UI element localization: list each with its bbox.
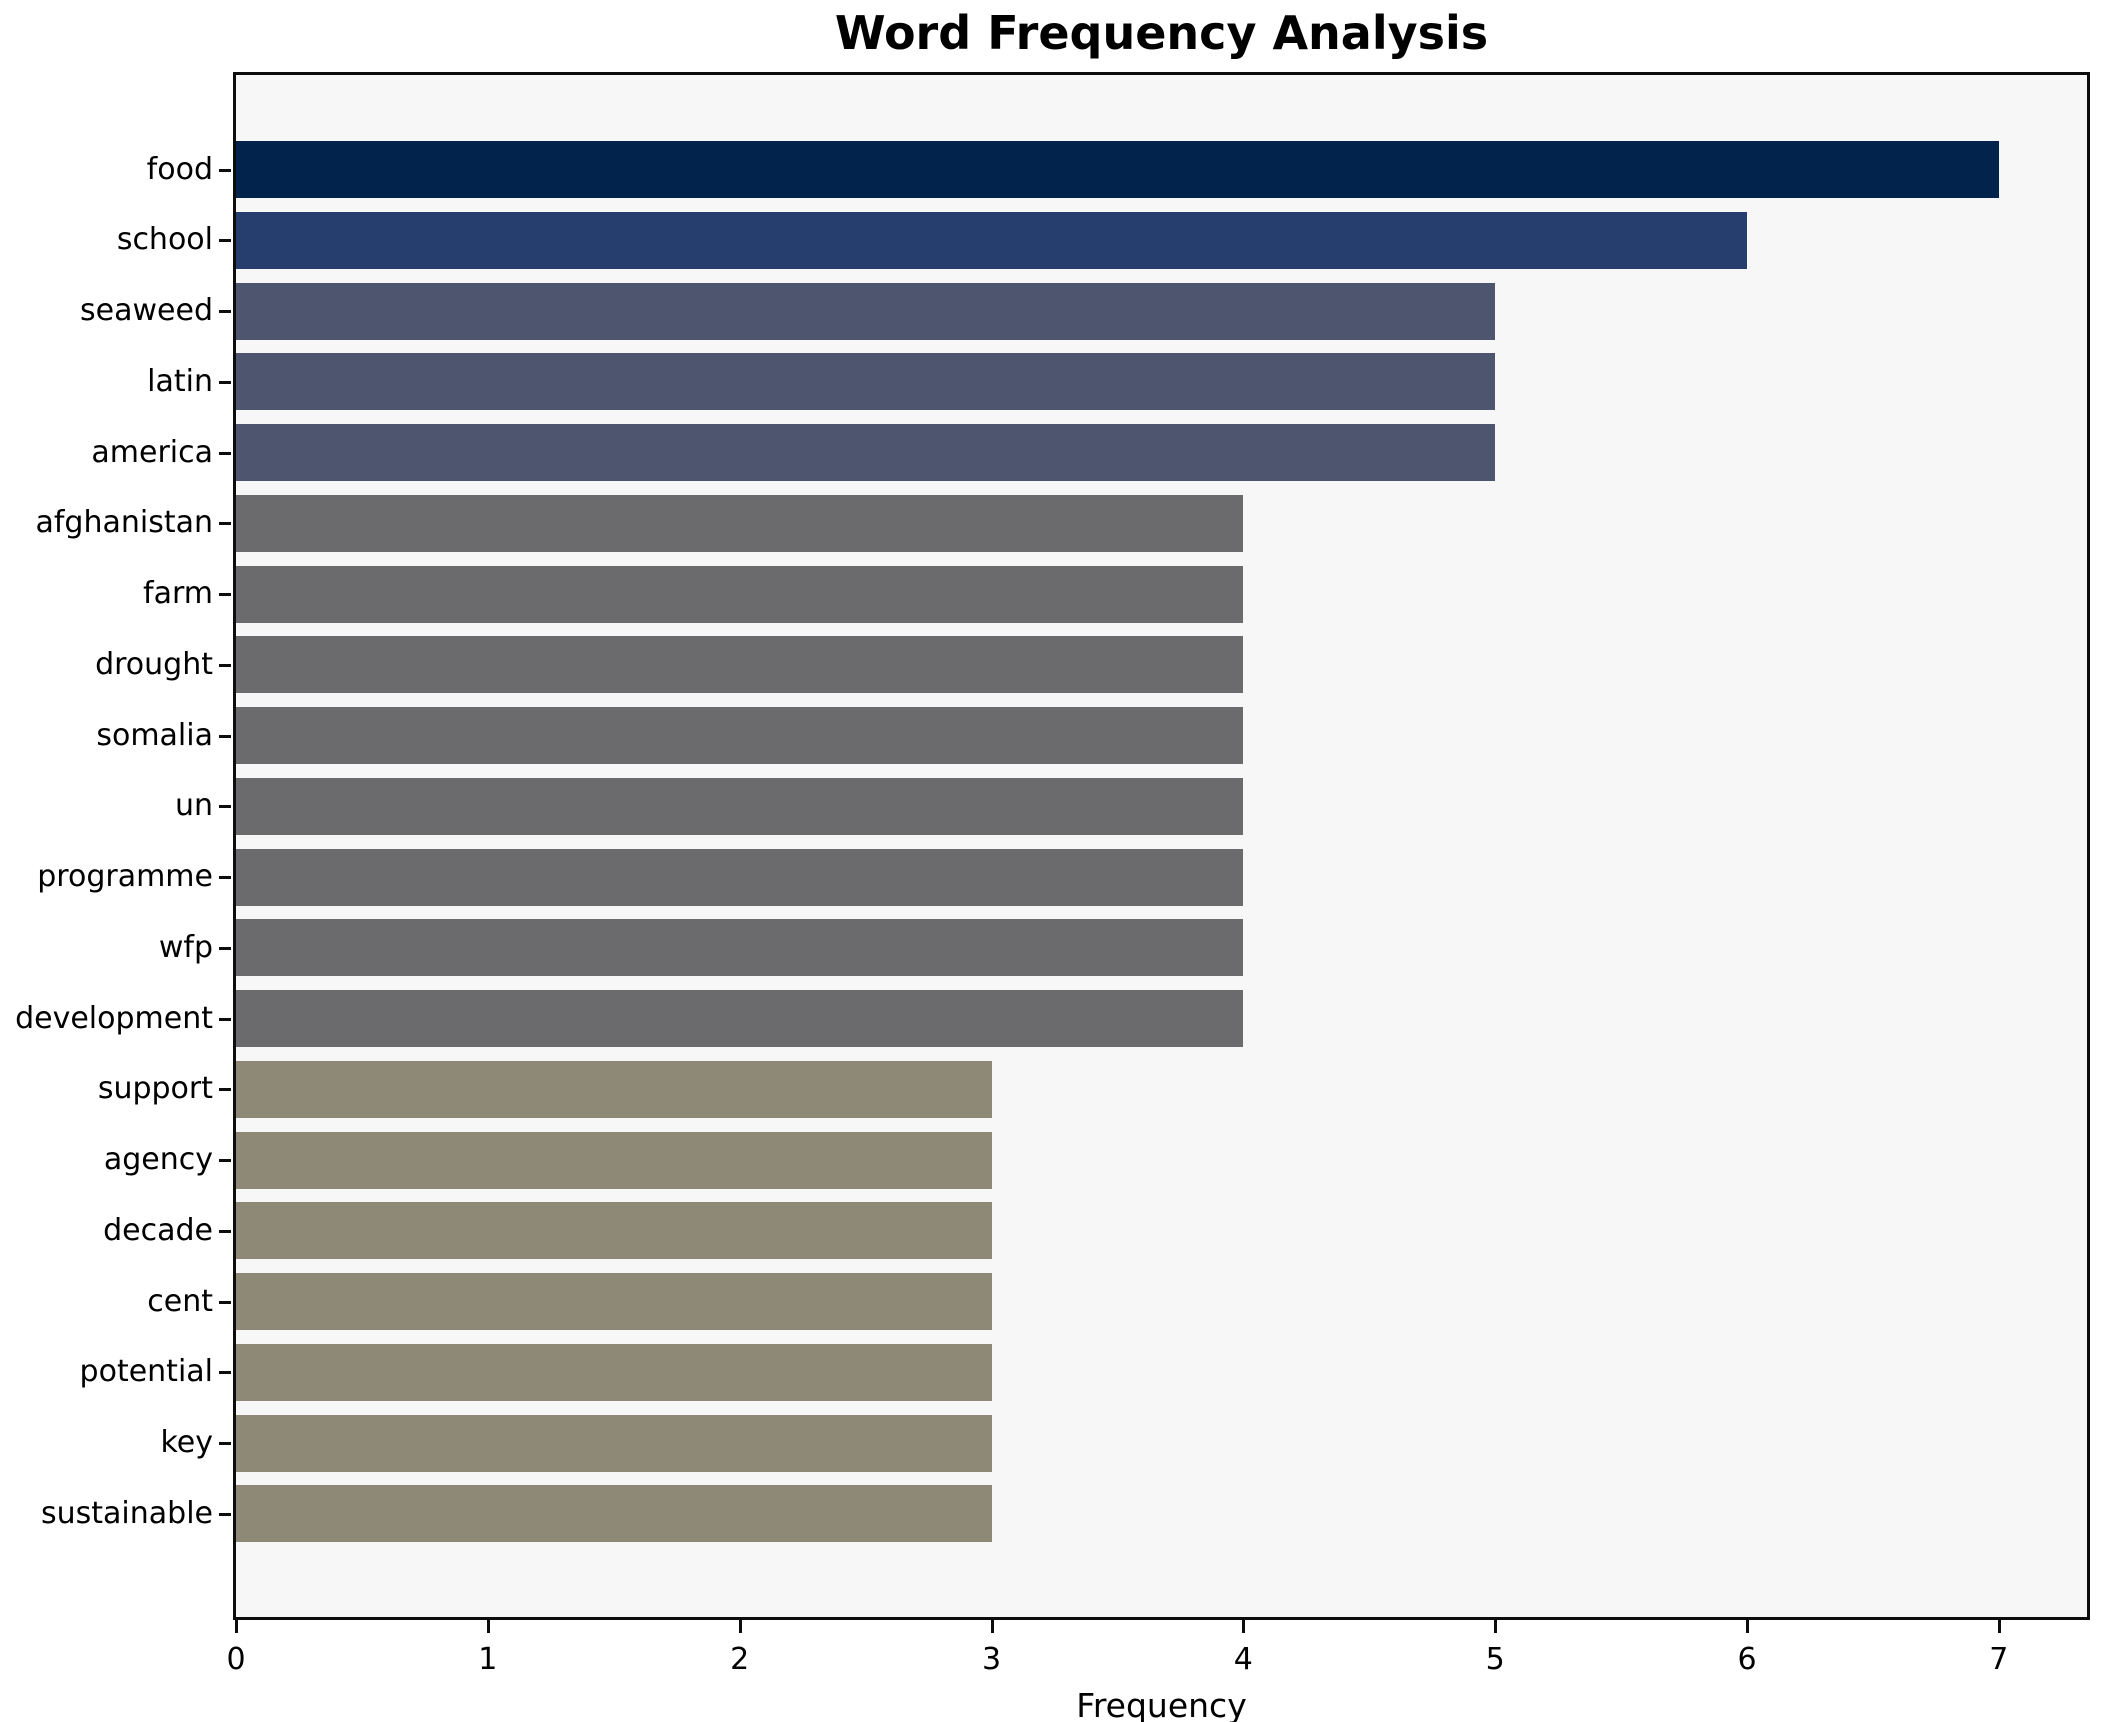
- y-tick-key: [219, 1442, 231, 1445]
- category-label-seaweed: seaweed: [80, 293, 213, 328]
- category-label-america: america: [91, 434, 213, 470]
- x-tick-0: [235, 1620, 238, 1633]
- category-label-latin: latin: [147, 363, 213, 399]
- y-tick-decade: [219, 1229, 231, 1233]
- category-label-key: key: [160, 1425, 213, 1460]
- category-label-decade: decade: [103, 1212, 213, 1248]
- bar-un: [236, 777, 1244, 835]
- category-label-support: support: [97, 1071, 213, 1107]
- bar-america: [236, 424, 1496, 481]
- category-label-agency: agency: [103, 1142, 213, 1177]
- x-tick-label-0: 0: [226, 1642, 246, 1677]
- bar-school: [236, 211, 1748, 269]
- category-label-drought: drought: [95, 646, 213, 682]
- y-tick-development: [219, 1017, 231, 1021]
- bar-sustainable: [236, 1485, 992, 1543]
- y-tick-potential: [219, 1371, 231, 1375]
- x-axis-title: Frequency: [1076, 1686, 1247, 1722]
- y-tick-food: [219, 168, 231, 172]
- category-label-un: un: [174, 788, 213, 824]
- x-tick-label-5: 5: [1485, 1642, 1505, 1677]
- x-tick-label-1: 1: [478, 1642, 498, 1677]
- x-tick-4: [1242, 1620, 1246, 1633]
- category-label-wfp: wfp: [158, 929, 213, 965]
- category-label-programme: programme: [37, 859, 213, 894]
- y-tick-latin: [219, 380, 231, 384]
- category-label-cent: cent: [147, 1283, 213, 1319]
- x-tick-3: [990, 1620, 994, 1633]
- y-tick-programme: [219, 876, 231, 879]
- category-label-sustainable: sustainable: [41, 1495, 213, 1531]
- plot-area: [233, 72, 2090, 1620]
- bar-somalia: [236, 707, 1244, 764]
- bar-latin: [236, 353, 1496, 411]
- bar-farm: [236, 565, 1244, 623]
- x-tick-label-4: 4: [1233, 1642, 1253, 1677]
- x-tick-1: [486, 1620, 490, 1633]
- y-tick-somalia: [219, 734, 231, 738]
- bar-support: [236, 1060, 992, 1118]
- x-tick-label-6: 6: [1737, 1642, 1757, 1677]
- bar-afghanistan: [236, 494, 1244, 552]
- y-tick-support: [219, 1088, 231, 1092]
- bar-cent: [236, 1273, 992, 1330]
- bar-food: [236, 141, 1999, 198]
- chart-title: Word Frequency Analysis: [834, 6, 1489, 60]
- y-tick-wfp: [219, 946, 231, 950]
- category-label-food: food: [146, 151, 213, 187]
- category-label-potential: potential: [79, 1354, 213, 1390]
- bar-seaweed: [236, 282, 1496, 340]
- category-label-development: development: [15, 1000, 213, 1036]
- x-tick-label-2: 2: [730, 1642, 750, 1677]
- y-tick-cent: [219, 1300, 231, 1304]
- category-label-farm: farm: [143, 576, 213, 611]
- x-tick-label-3: 3: [981, 1642, 1002, 1677]
- bar-decade: [236, 1202, 992, 1260]
- x-tick-label-7: 7: [1989, 1642, 2009, 1677]
- y-tick-agency: [219, 1159, 231, 1162]
- y-tick-afghanistan: [219, 522, 231, 526]
- bar-agency: [236, 1131, 992, 1189]
- x-tick-7: [1997, 1620, 2001, 1633]
- bar-key: [236, 1414, 992, 1472]
- bar-potential: [236, 1343, 992, 1401]
- x-tick-6: [1746, 1620, 1750, 1633]
- bar-drought: [236, 636, 1244, 694]
- category-label-school: school: [116, 222, 213, 258]
- y-tick-sustainable: [219, 1512, 231, 1516]
- category-label-afghanistan: afghanistan: [35, 505, 213, 541]
- y-tick-school: [219, 239, 231, 243]
- bar-programme: [236, 848, 1244, 906]
- y-tick-un: [219, 805, 231, 809]
- y-tick-farm: [219, 593, 231, 596]
- y-tick-america: [219, 451, 231, 455]
- bar-development: [236, 990, 1244, 1047]
- x-tick-5: [1494, 1620, 1498, 1633]
- y-tick-drought: [219, 663, 231, 667]
- category-label-somalia: somalia: [96, 717, 213, 753]
- bar-wfp: [236, 919, 1244, 977]
- y-tick-seaweed: [219, 310, 231, 313]
- x-tick-2: [738, 1620, 742, 1633]
